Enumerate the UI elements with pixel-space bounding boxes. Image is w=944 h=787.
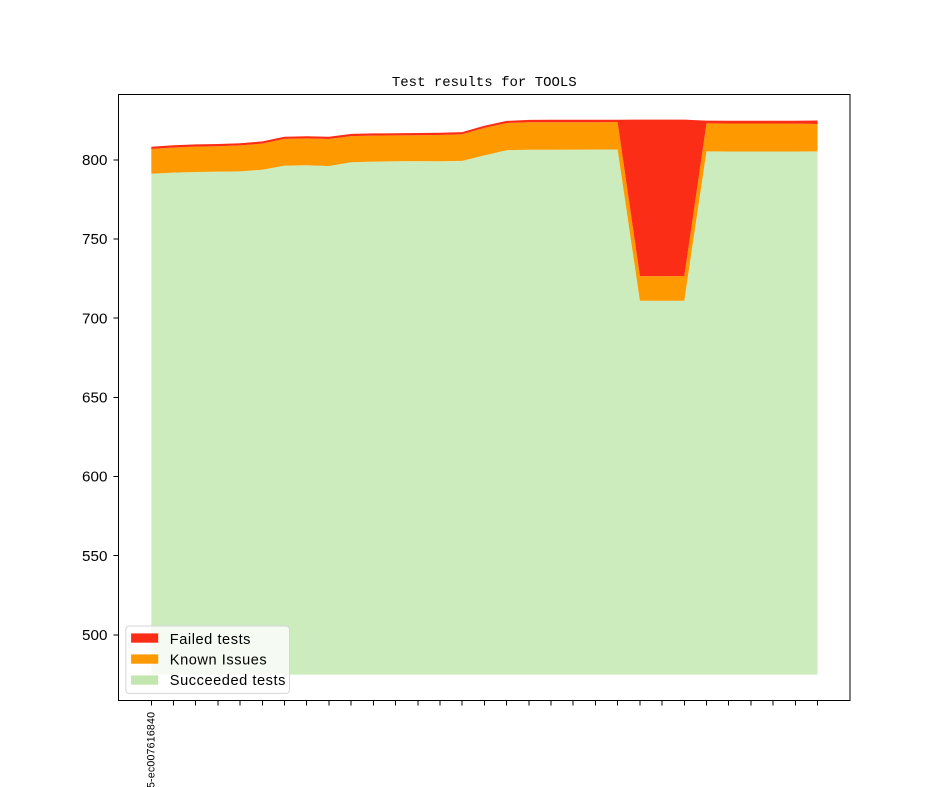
svg-text:550: 550 [82, 548, 107, 565]
svg-text:Succeeded tests: Succeeded tests [170, 673, 286, 689]
svg-text:600: 600 [82, 469, 107, 486]
svg-text:Known Issues: Known Issues [170, 653, 267, 669]
svg-text:Test results for TOOLS: Test results for TOOLS [392, 75, 577, 91]
svg-text:700: 700 [82, 310, 107, 327]
svg-text:500: 500 [82, 627, 107, 644]
svg-text:Failed tests: Failed tests [170, 632, 251, 648]
svg-text:750: 750 [82, 231, 107, 248]
svg-text:650: 650 [82, 389, 107, 406]
svg-text:800: 800 [82, 152, 107, 169]
svg-text:5-ec007616840: 5-ec007616840 [145, 712, 157, 787]
